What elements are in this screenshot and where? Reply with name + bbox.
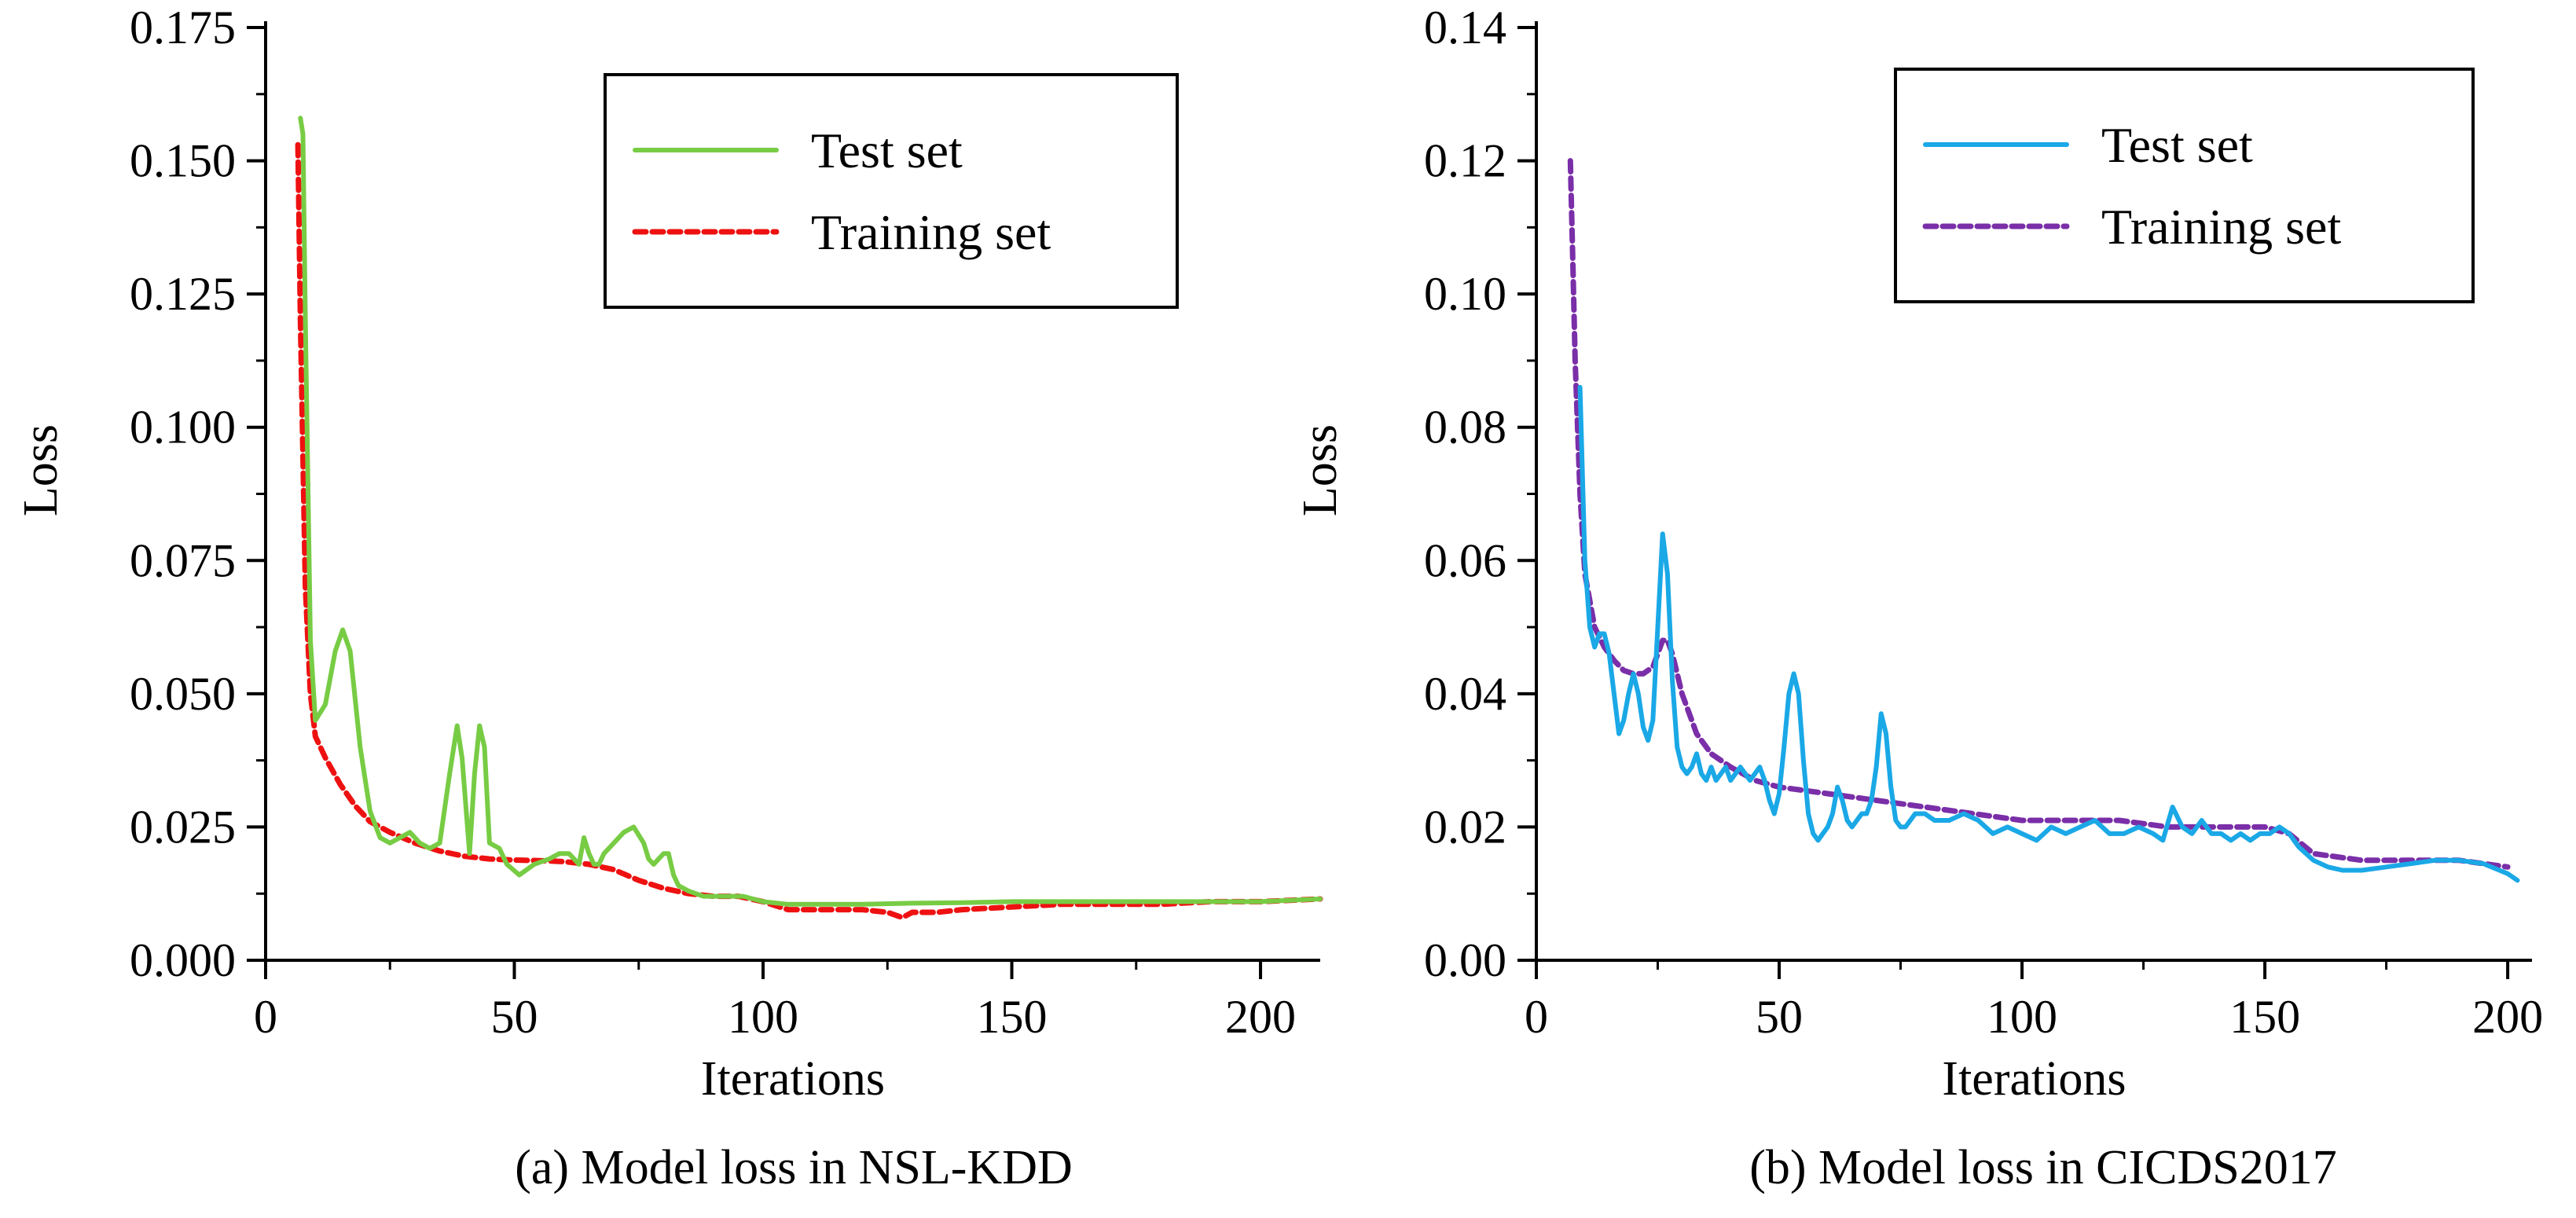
legend: Test set Training set	[604, 73, 1179, 309]
y-axis-ticks: 0.00 0.02 0.04 0.06 0.08 0.10 0.12 0.14	[1424, 2, 1536, 986]
x-tick-label: 150	[2229, 991, 2300, 1043]
y-tick-label: 0.000	[130, 934, 236, 986]
y-tick-label: 0.06	[1424, 534, 1506, 586]
panel-b-cicds2017: 0.00 0.02 0.04 0.06 0.08 0.10 0.12 0.14 0 50 100 1…	[1294, 2, 2543, 1194]
legend-label-training-set: Training set	[2101, 199, 2341, 255]
x-tick-label: 150	[977, 991, 1048, 1043]
chart-caption: (b) Model loss in CICDS2017	[1749, 1141, 2336, 1194]
series-line-test-set	[1577, 384, 2520, 883]
y-tick-label: 0.175	[130, 2, 236, 53]
y-tick-label: 0.02	[1424, 801, 1506, 853]
y-tick-label: 0.14	[1424, 2, 1506, 53]
series-group	[1567, 158, 2520, 883]
series-line-test-set	[298, 116, 1323, 907]
y-tick-label: 0.12	[1424, 135, 1506, 187]
x-axis-label: Iterations	[701, 1052, 885, 1106]
y-tick-label: 0.125	[130, 268, 236, 320]
y-axis-ticks: 0.000 0.025 0.050 0.075 0.100 0.125 0.150 0.175	[130, 2, 266, 986]
y-tick-label: 0.00	[1424, 934, 1506, 986]
x-tick-label: 50	[1756, 991, 1803, 1043]
x-tick-label: 200	[2472, 991, 2543, 1043]
y-tick-label: 0.100	[130, 402, 236, 453]
x-tick-label: 100	[728, 991, 798, 1043]
x-axis-ticks: 0 50 100 150 200	[1525, 960, 2543, 1043]
legend-box	[604, 73, 1179, 309]
y-tick-label: 0.075	[130, 534, 236, 586]
y-tick-label: 0.08	[1424, 402, 1506, 453]
x-axis-label: Iterations	[1942, 1052, 2126, 1106]
legend-box	[1894, 68, 2475, 303]
x-tick-label: 50	[491, 991, 538, 1043]
x-tick-label: 100	[1987, 991, 2057, 1043]
x-axis-ticks: 0 50 100 150 200	[254, 960, 1296, 1043]
y-tick-label: 0.150	[130, 135, 236, 187]
panel-a-nsl-kdd: 0.000 0.025 0.050 0.075 0.100 0.125 0.150 0.175…	[14, 2, 1323, 1194]
y-tick-label: 0.10	[1424, 268, 1506, 320]
series-line-training-set	[295, 141, 1323, 921]
chart-caption: (a) Model loss in NSL-KDD	[515, 1141, 1073, 1194]
x-tick-label: 0	[254, 991, 277, 1043]
y-axis-label: Loss	[14, 424, 68, 516]
x-tick-label: 0	[1525, 991, 1548, 1043]
y-axis-label: Loss	[1294, 424, 1347, 516]
legend-label-test-set: Test set	[811, 123, 963, 178]
x-tick-label: 200	[1225, 991, 1296, 1043]
legend: Test set Training set	[1894, 68, 2475, 303]
y-tick-label: 0.04	[1424, 668, 1506, 720]
y-tick-label: 0.050	[130, 668, 236, 720]
y-tick-label: 0.025	[130, 801, 236, 853]
legend-label-training-set: Training set	[811, 204, 1051, 260]
legend-label-test-set: Test set	[2101, 117, 2253, 173]
series-group	[295, 116, 1323, 921]
